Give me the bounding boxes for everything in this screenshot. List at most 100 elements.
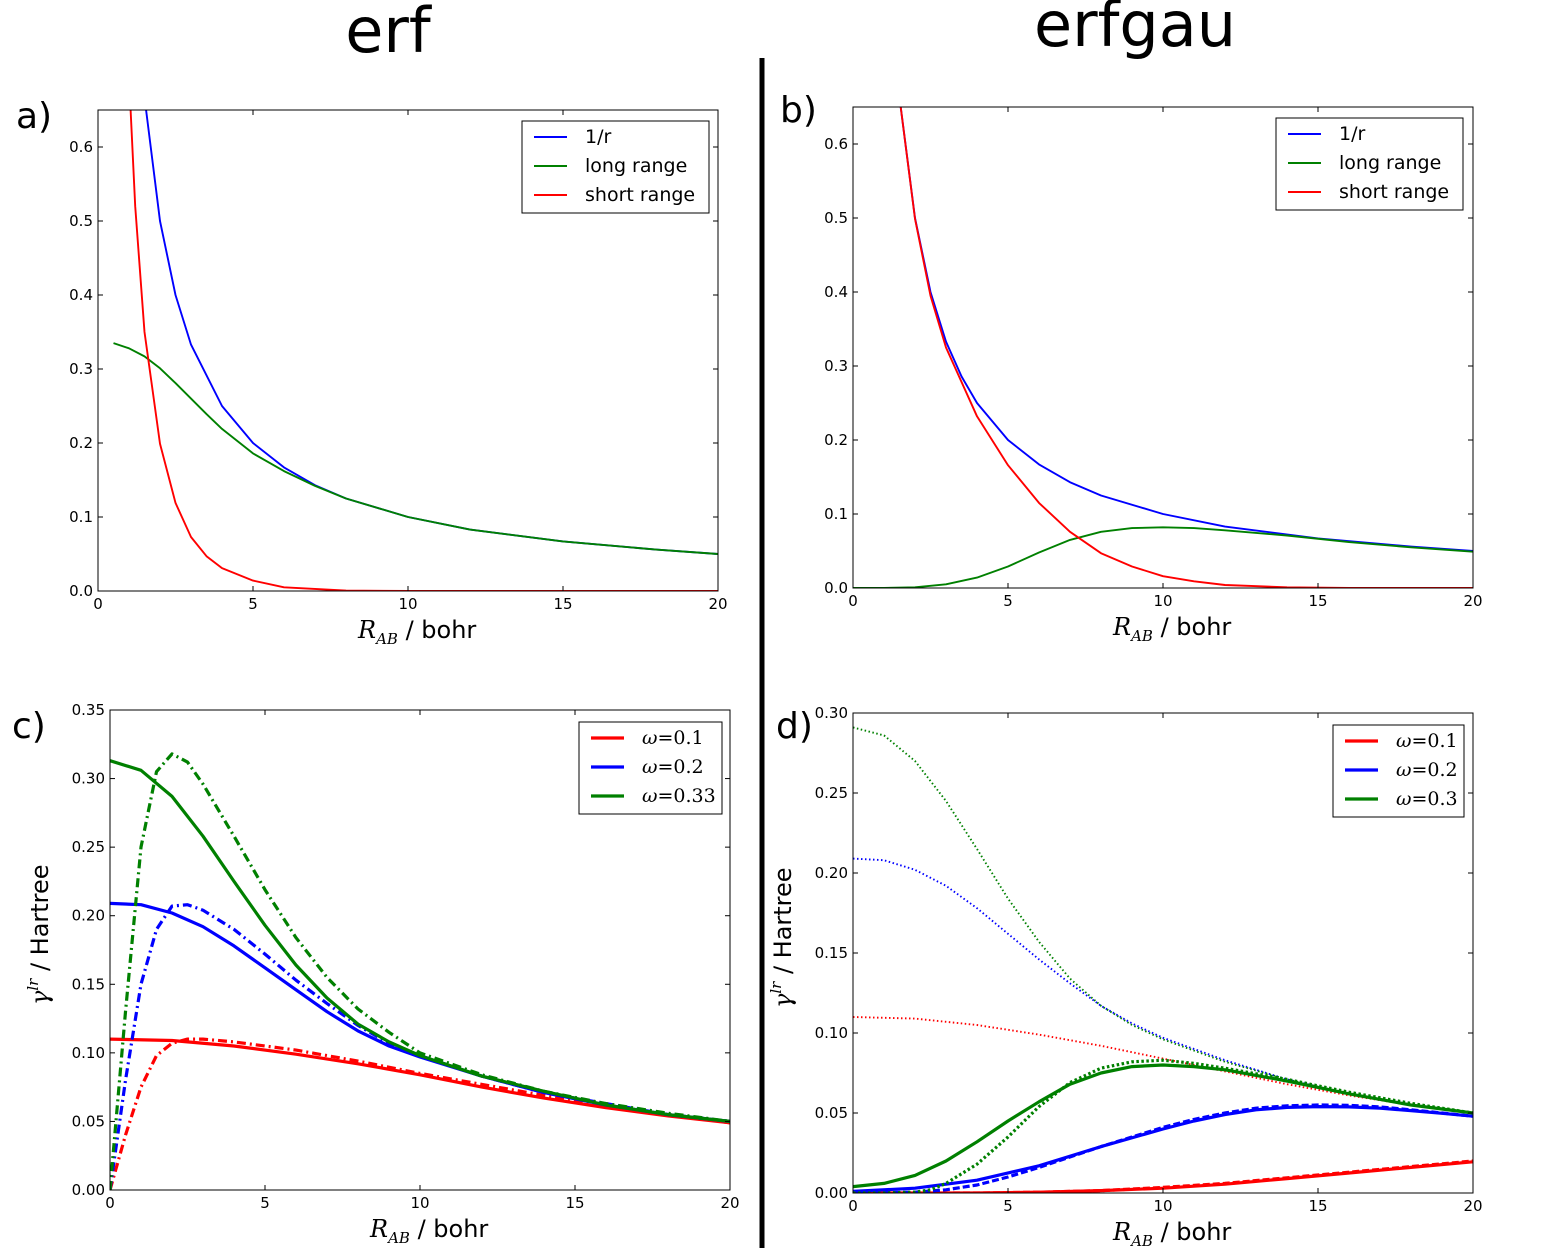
series-line-dashed-4 — [853, 1159, 1473, 1193]
panel-label: b) — [780, 90, 817, 131]
series-line-dashdot-3 — [110, 903, 730, 1190]
panel-label: c) — [12, 706, 46, 747]
chart-panels: a) 0 5 10 15 20 0.0 0.1 0.2 0.3 0.4 0.5 0.6 RAB / boh… — [12, 90, 1483, 1250]
series-line-long-range — [853, 526, 1473, 588]
x-tick-label: 10 — [1153, 592, 1172, 610]
legend: ω=0.1 ω=0.2 ω=0.3 — [1332, 724, 1465, 818]
y-tick-label: 0.05 — [815, 1104, 848, 1122]
legend: 1/r long range short range — [521, 120, 710, 214]
series-line-dashdot-1 — [110, 1037, 730, 1190]
y-tick-label: 0.4 — [69, 286, 93, 304]
y-tick-label: 0.20 — [72, 907, 105, 925]
x-tick-label: 15 — [553, 595, 572, 613]
series-line--0-1 — [110, 1037, 730, 1125]
y-tick-label: 0.2 — [69, 434, 93, 452]
y-tick-label: 0.20 — [815, 864, 848, 882]
y-axis-label: γlr / Hartree — [24, 864, 54, 1005]
legend-label: 1/r — [1339, 123, 1365, 145]
x-tick-label: 0 — [93, 595, 103, 613]
y-tick-label: 0.0 — [824, 579, 848, 597]
y-tick-label: 0.2 — [824, 431, 848, 449]
series-line-1-r — [899, 107, 1473, 552]
series-line-dashdot-5 — [110, 752, 730, 1190]
y-tick-label: 0.00 — [72, 1181, 105, 1199]
y-tick-label: 0.10 — [815, 1024, 848, 1042]
series-line-dashed-6 — [853, 1103, 1473, 1193]
y-tick-label: 0.00 — [815, 1184, 848, 1202]
legend-label: short range — [585, 184, 695, 206]
x-tick-label: 5 — [248, 595, 258, 613]
y-tick-label: 0.30 — [72, 770, 105, 788]
x-tick-label: 20 — [708, 595, 727, 613]
panel-label: a) — [16, 96, 52, 137]
y-tick-label: 0.25 — [815, 784, 848, 802]
x-tick-label: 10 — [410, 1194, 429, 1212]
x-tick-label: 10 — [398, 595, 417, 613]
x-axis-label: RAB / bohr — [1112, 1218, 1231, 1250]
series-line-dotted-8 — [853, 1058, 1473, 1193]
x-tick-label: 0 — [848, 592, 858, 610]
x-tick-label: 20 — [720, 1194, 739, 1212]
series-line-dotted-1 — [853, 857, 1473, 1114]
legend-label: ω=0.1 — [1396, 730, 1458, 752]
x-axis-label: RAB / bohr — [1112, 613, 1231, 645]
legend: ω=0.1 ω=0.2 ω=0.33 — [578, 721, 723, 815]
x-tick-label: 20 — [1463, 1197, 1482, 1215]
y-axis-label: γlr / Hartree — [767, 867, 797, 1008]
x-tick-label: 15 — [565, 1194, 584, 1212]
series-line-dotted-0 — [853, 1016, 1473, 1114]
legend-label: ω=0.2 — [1396, 759, 1458, 781]
series-line--0-2 — [853, 1104, 1473, 1193]
x-axis-label: RAB / bohr — [369, 1215, 488, 1247]
legend-label: long range — [585, 155, 687, 177]
y-tick-label: 0.0 — [69, 582, 93, 600]
legend-label: long range — [1339, 152, 1441, 174]
x-axis-label: RAB / bohr — [357, 616, 476, 648]
x-tick-label: 15 — [1308, 1197, 1327, 1215]
legend-label: 1/r — [585, 126, 611, 148]
y-tick-label: 0.30 — [815, 704, 848, 722]
x-tick-label: 10 — [1153, 1197, 1172, 1215]
legend-label: ω=0.3 — [1396, 788, 1458, 810]
y-tick-label: 0.4 — [824, 283, 848, 301]
legend: 1/r long range short range — [1275, 117, 1464, 211]
legend-label: short range — [1339, 181, 1449, 203]
chart-panel-c: c) 0 5 10 15 20 0.00 0.05 0.10 0.15 0.20 0.25 0.30 0.… — [12, 701, 740, 1247]
series-group — [110, 752, 730, 1190]
panel-label: d) — [776, 706, 813, 747]
y-tick-label: 0.35 — [72, 701, 105, 719]
x-tick-label: 20 — [1463, 592, 1482, 610]
y-tick-label: 0.25 — [72, 838, 105, 856]
y-tick-label: 0.15 — [72, 975, 105, 993]
x-tick-label: 5 — [1003, 592, 1013, 610]
column-title-right: erfgau — [1034, 0, 1236, 61]
x-tick-label: 0 — [848, 1197, 858, 1215]
y-tick-label: 0.3 — [69, 360, 93, 378]
chart-panel-a: a) 0 5 10 15 20 0.0 0.1 0.2 0.3 0.4 0.5 0.6 RAB / boh… — [16, 96, 728, 648]
column-title-left: erf — [345, 0, 433, 67]
y-tick-label: 0.1 — [69, 508, 93, 526]
legend-label: ω=0.33 — [642, 785, 716, 807]
y-tick-label: 0.10 — [72, 1044, 105, 1062]
x-tick-label: 5 — [260, 1194, 270, 1212]
series-line--0-3 — [853, 1063, 1473, 1189]
chart-panel-b: b) 0 5 10 15 20 0.0 0.1 0.2 0.3 0.4 0.5 0.6 RAB / boh… — [780, 90, 1483, 645]
y-tick-label: 0.5 — [824, 209, 848, 227]
legend-label: ω=0.2 — [642, 756, 704, 778]
x-tick-label: 0 — [105, 1194, 115, 1212]
series-line--0-2 — [110, 901, 730, 1123]
y-tick-label: 0.1 — [824, 505, 848, 523]
legend-label: ω=0.1 — [642, 727, 704, 749]
y-tick-label: 0.05 — [72, 1112, 105, 1130]
series-line-long-range — [113, 342, 718, 555]
y-tick-label: 0.6 — [69, 138, 93, 156]
x-tick-label: 5 — [1003, 1197, 1013, 1215]
x-tick-label: 15 — [1308, 592, 1327, 610]
series-line--0-33 — [110, 759, 730, 1123]
y-tick-label: 0.5 — [69, 212, 93, 230]
chart-panel-d: d) 0 5 10 15 20 0.00 0.05 0.10 0.15 0.20 0.25 0.30 RA… — [767, 704, 1483, 1250]
y-tick-label: 0.6 — [824, 135, 848, 153]
series-group — [853, 726, 1473, 1193]
y-tick-label: 0.3 — [824, 357, 848, 375]
